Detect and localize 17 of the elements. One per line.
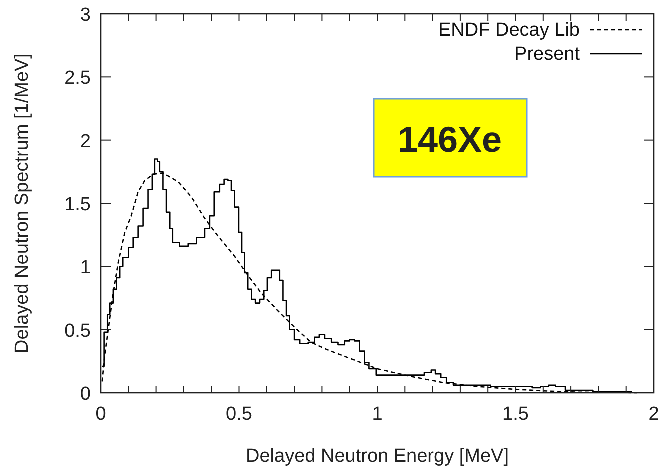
y-tick-label: 0 (80, 384, 91, 405)
x-tick-label: 1 (372, 404, 383, 425)
y-tick-label: 1.5 (64, 194, 91, 216)
x-axis-title: Delayed Neutron Energy [MeV] (246, 446, 509, 467)
legend-label: Present (514, 44, 581, 65)
y-tick-label: 2.5 (64, 68, 91, 90)
annotation: 146Xe (398, 119, 502, 160)
x-tick-label: 0 (96, 404, 106, 425)
x-tick-label: 1.5 (502, 404, 529, 425)
y-tick-label: 0.5 (64, 320, 91, 342)
y-tick-label: 3 (80, 5, 91, 26)
y-axis-title: Delayed Neutron Spectrum [1/MeV] (12, 54, 33, 354)
y-tick-label: 1 (80, 258, 91, 279)
x-tick-label: 2 (648, 404, 660, 425)
x-tick-label: 0.5 (226, 404, 252, 425)
legend-label: ENDF Decay Lib (438, 20, 580, 41)
y-tick-label: 2 (80, 131, 91, 152)
